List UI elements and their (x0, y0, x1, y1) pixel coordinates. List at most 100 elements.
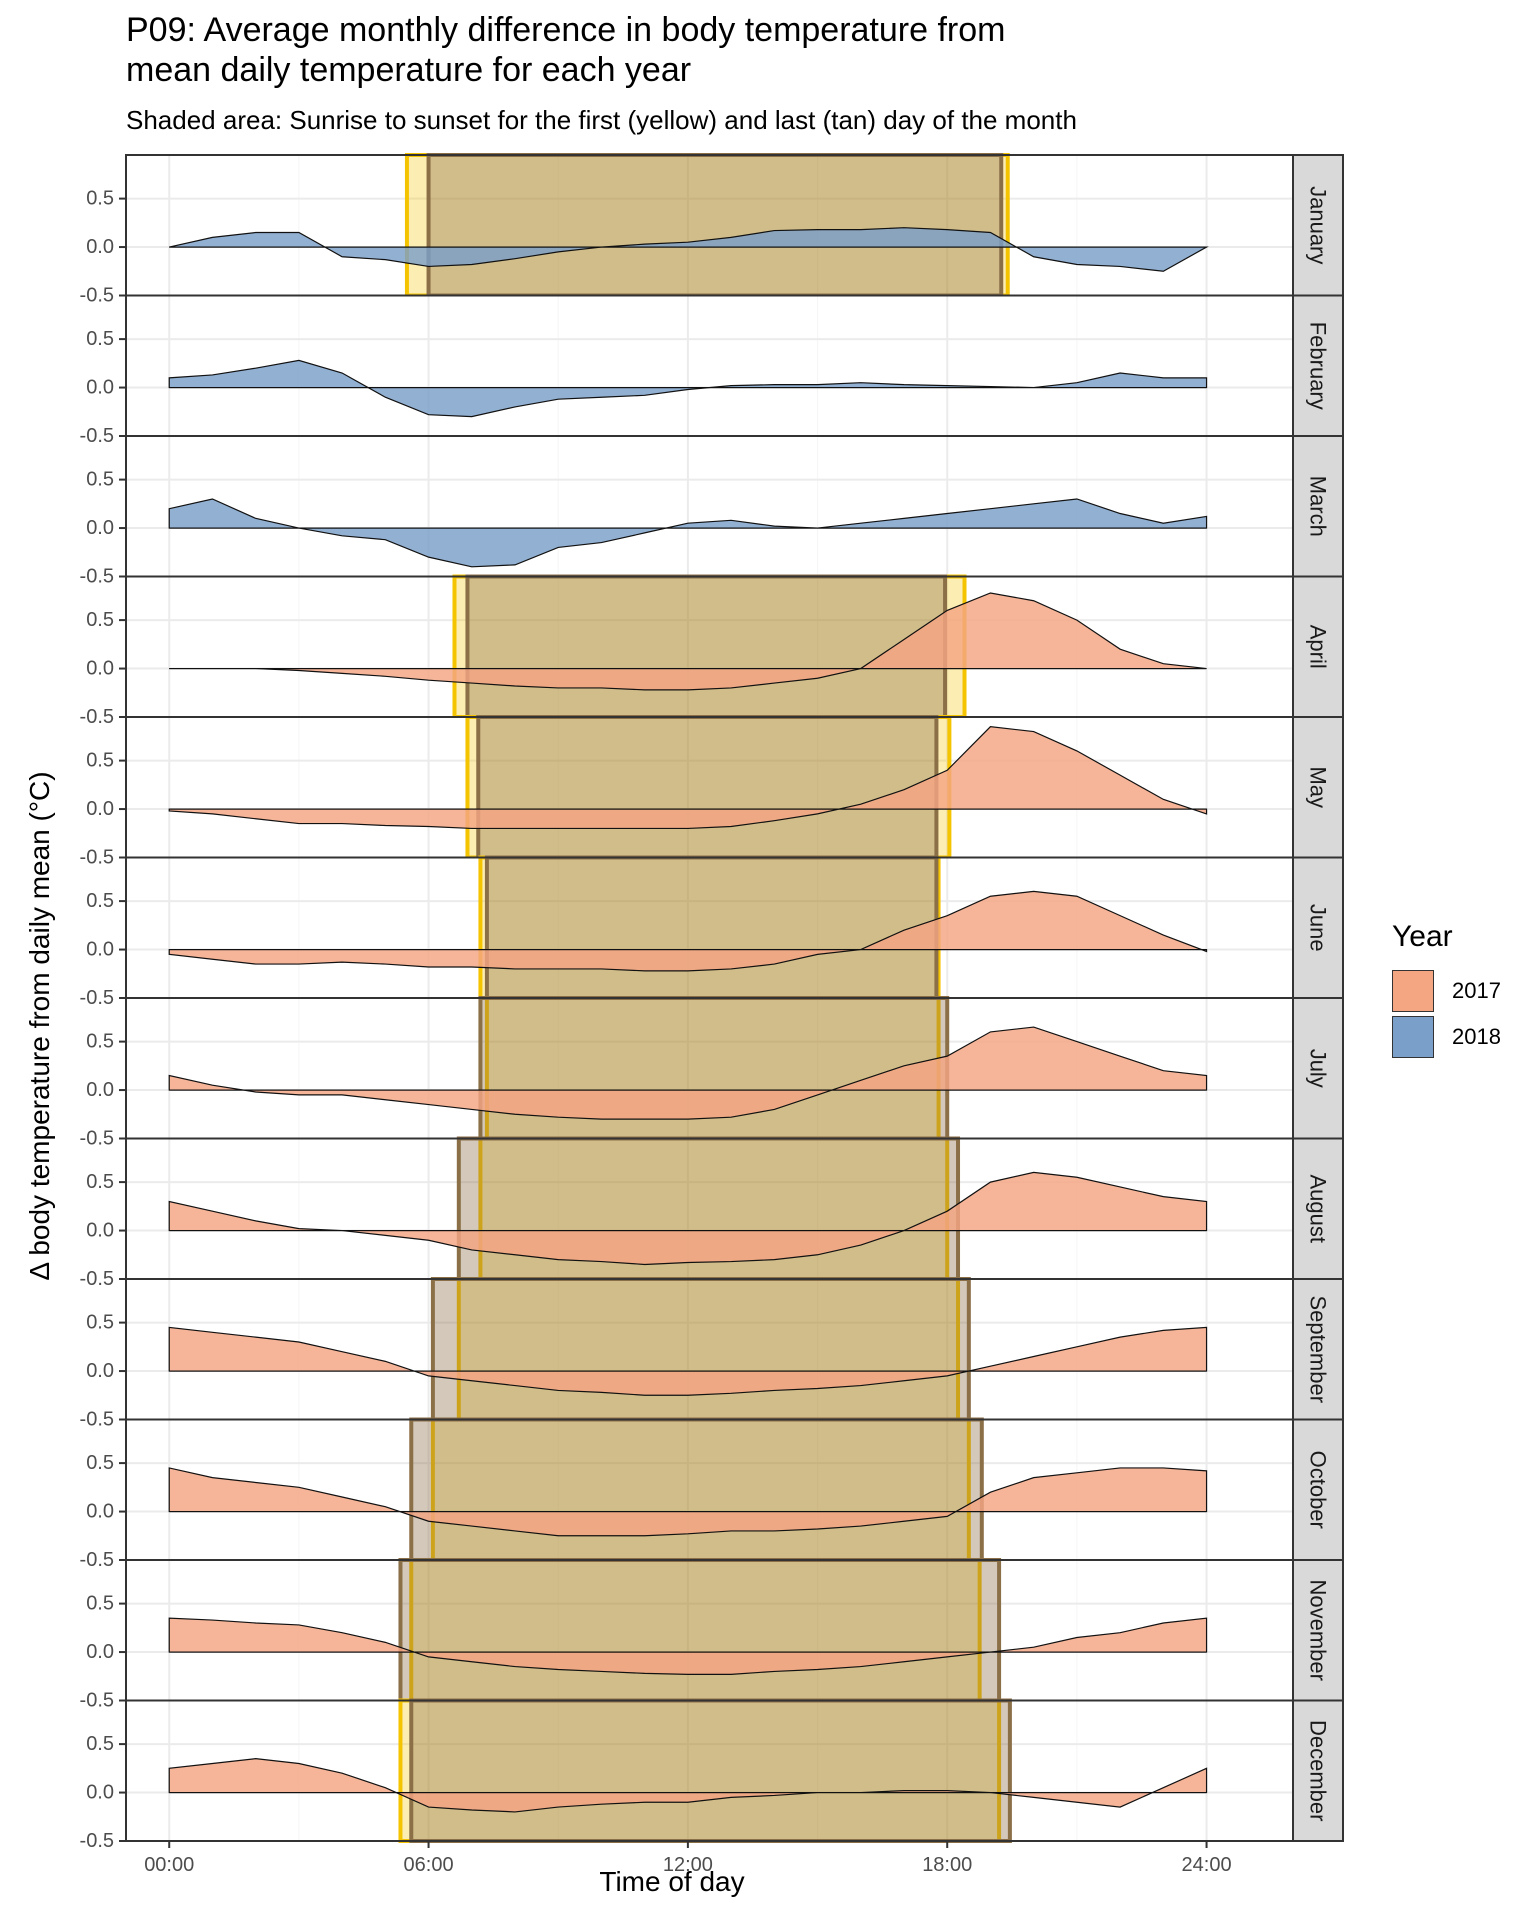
y-tick-label-october-0: -0.5 (80, 1549, 114, 1571)
daylight-last-september (430, 1277, 971, 1422)
area-april (169, 592, 1207, 691)
panel-bg-january (126, 155, 1293, 296)
y-tick-label-may-0: -0.5 (80, 847, 114, 869)
y-tick-label-may-1: 0.0 (86, 798, 114, 820)
strip-label-march: March (1306, 476, 1331, 537)
y-tick-label-november-0: -0.5 (80, 1690, 114, 1712)
y-tick-label-october-2: 0.5 (86, 1452, 114, 1474)
legend-item-2018: 2018 (1392, 1014, 1501, 1060)
x-axis-label: Time of day (599, 1866, 745, 1897)
y-tick-label-november-2: 0.5 (86, 1593, 114, 1615)
daylight-last-november (398, 1558, 1002, 1703)
y-tick-label-june-1: 0.0 (86, 939, 114, 961)
daylight-first-september (456, 1277, 961, 1422)
y-tick-label-october-1: 0.0 (86, 1501, 114, 1523)
strip-label-july: July (1306, 1049, 1331, 1088)
daylight-last-december (409, 1698, 1012, 1843)
y-tick-label-june-2: 0.5 (86, 890, 114, 912)
y-tick-label-january-2: 0.5 (86, 188, 114, 210)
legend-title: Year (1392, 920, 1453, 953)
area-march (168, 498, 1208, 568)
x-tick-label-1: 06:00 (404, 1854, 454, 1876)
strip-label-april: April (1306, 625, 1331, 669)
y-tick-label-april-0: -0.5 (80, 706, 114, 728)
daylight-last-june (484, 855, 939, 1000)
strip-february (1292, 294, 1344, 437)
daylight-first-may (465, 715, 952, 860)
strip-label-november: November (1306, 1580, 1331, 1681)
strip-december (1292, 1699, 1344, 1842)
y-tick-label-february-0: -0.5 (80, 425, 114, 447)
y-tick-label-july-1: 0.0 (86, 1079, 114, 1101)
strip-october (1292, 1418, 1344, 1561)
daylight-last-april (465, 574, 948, 719)
area-november (168, 1617, 1208, 1675)
legend-key-2018 (1392, 1016, 1434, 1058)
chart-title: P09: Average monthly difference in body … (126, 11, 1006, 89)
strip-label-december: December (1306, 1720, 1331, 1821)
y-tick-label-march-2: 0.5 (86, 469, 114, 491)
y-tick-label-march-0: -0.5 (80, 566, 114, 588)
x-tick-label-0: 00:00 (144, 1854, 194, 1876)
y-tick-label-april-2: 0.5 (86, 609, 114, 631)
y-tick-label-september-2: 0.5 (86, 1312, 114, 1334)
legend-item-2017: 2017 (1392, 968, 1501, 1014)
y-tick-label-march-1: 0.0 (86, 517, 114, 539)
y-tick-label-september-1: 0.0 (86, 1360, 114, 1382)
strip-august (1292, 1137, 1344, 1280)
strip-label-october: October (1306, 1451, 1331, 1529)
y-tick-label-june-0: -0.5 (80, 987, 114, 1009)
y-tick-label-december-1: 0.0 (86, 1782, 114, 1804)
y-tick-label-february-2: 0.5 (86, 328, 114, 350)
y-axis-label: Δ body temperature from daily mean (°C) (24, 771, 55, 1281)
y-tick-label-august-1: 0.0 (86, 1220, 114, 1242)
area-october (168, 1467, 1208, 1537)
y-tick-label-may-2: 0.5 (86, 750, 114, 772)
daylight-first-december (398, 1698, 1002, 1843)
y-tick-label-january-0: -0.5 (80, 285, 114, 307)
strip-september (1292, 1278, 1344, 1421)
y-tick-label-august-0: -0.5 (80, 1268, 114, 1290)
area-september (168, 1326, 1208, 1396)
daylight-first-april (452, 574, 967, 719)
area-january (169, 227, 1209, 272)
strip-label-may: May (1306, 766, 1331, 808)
panel-bg-february (126, 295, 1293, 436)
daylight-last-january (426, 153, 1004, 298)
y-tick-label-january-1: 0.0 (86, 236, 114, 258)
y-tick-label-april-1: 0.0 (86, 658, 114, 680)
y-tick-label-july-2: 0.5 (86, 1031, 114, 1053)
area-august (168, 1171, 1208, 1266)
strip-label-february: February (1306, 322, 1331, 410)
area-july (168, 1026, 1208, 1120)
daylight-last-may (476, 715, 939, 860)
strip-label-september: September (1306, 1295, 1331, 1403)
strip-july (1292, 997, 1344, 1140)
x-tick-label-2: 12:00 (663, 1854, 713, 1876)
legend-label-2018: 2018 (1452, 1024, 1501, 1049)
strip-label-january: January (1306, 186, 1331, 264)
strip-march (1292, 435, 1344, 578)
y-tick-label-february-1: 0.0 (86, 377, 114, 399)
daylight-first-november (409, 1558, 982, 1703)
legend-key-2017 (1392, 970, 1434, 1012)
strip-label-august: August (1306, 1175, 1331, 1244)
y-tick-label-december-0: -0.5 (80, 1830, 114, 1852)
strip-label-june: June (1306, 904, 1331, 952)
x-tick-label-3: 18:00 (922, 1854, 972, 1876)
strip-november (1292, 1559, 1344, 1702)
x-tick-label-4: 24:00 (1182, 1854, 1232, 1876)
panel-bg-march (126, 436, 1293, 577)
y-tick-label-november-1: 0.0 (86, 1641, 114, 1663)
y-tick-label-september-0: -0.5 (80, 1409, 114, 1431)
area-december (168, 1758, 1208, 1813)
area-may (168, 726, 1208, 830)
y-tick-label-august-2: 0.5 (86, 1171, 114, 1193)
chart-subtitle: Shaded area: Sunrise to sunset for the f… (126, 105, 1077, 135)
area-june (168, 890, 1208, 972)
legend-label-2017: 2017 (1452, 978, 1501, 1003)
y-tick-label-december-2: 0.5 (86, 1733, 114, 1755)
y-tick-label-july-0: -0.5 (80, 1128, 114, 1150)
